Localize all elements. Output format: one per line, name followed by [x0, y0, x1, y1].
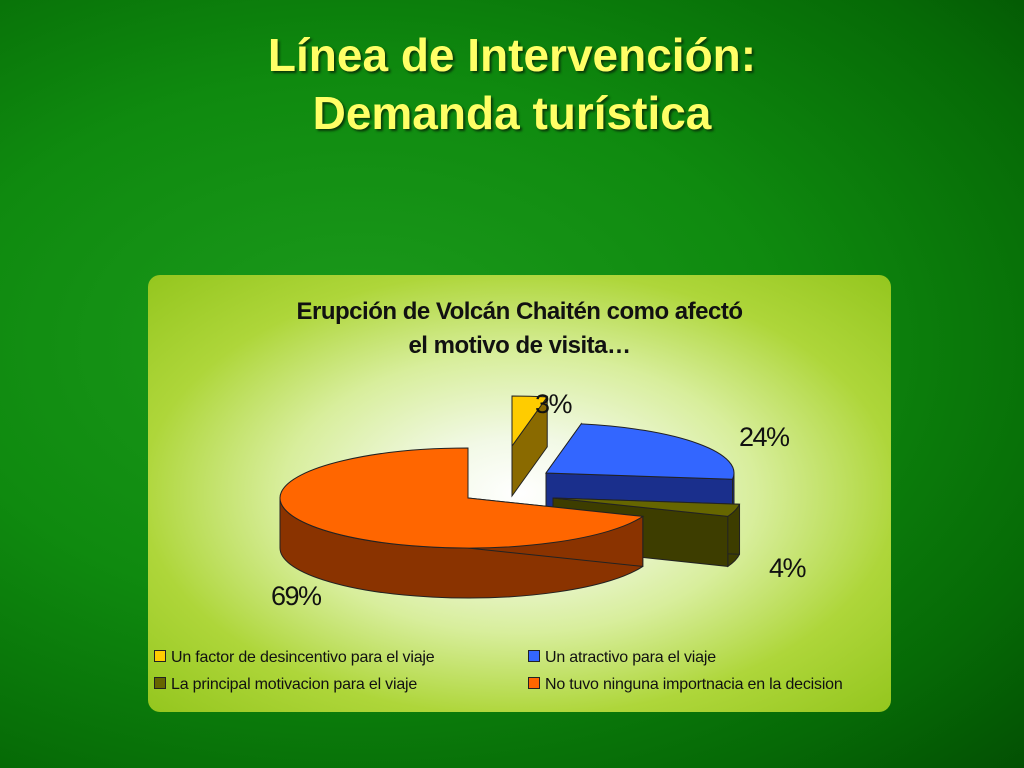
chart-title-line-1: Erupción de Volcán Chaitén como afectó — [296, 298, 743, 325]
legend-swatch — [528, 650, 540, 662]
legend-swatch — [528, 677, 540, 689]
pie-slice — [511, 395, 549, 498]
legend-label: No tuvo ninguna importnacia en la decisi… — [545, 676, 843, 693]
pie-chart: 3% 24% 4% 69% — [271, 389, 808, 611]
legend-item-motivacion: La principal motivacion para el viaje — [154, 675, 417, 695]
legend-item-ninguna: No tuvo ninguna importnacia en la decisi… — [528, 675, 843, 695]
chart-title-line-2: el motivo de visita… — [408, 332, 631, 359]
pie-slice-top — [511, 395, 549, 448]
legend-label: Un atractivo para el viaje — [545, 649, 716, 666]
legend-label: Un factor de desincentivo para el viaje — [171, 649, 435, 666]
pie-slice-top — [279, 447, 645, 549]
legend-label: La principal motivacion para el viaje — [171, 676, 418, 693]
legend-item-desincentivo: Un factor de desincentivo para el viaje — [154, 648, 435, 668]
pie-slice-top — [545, 423, 735, 480]
pie-data-label: 3% — [535, 389, 573, 419]
pie-slice — [279, 447, 645, 599]
pie-data-label: 4% — [769, 553, 807, 583]
legend-swatch — [154, 650, 166, 662]
slide-title-line-1: Línea de Intervención: — [267, 29, 757, 81]
slide-title-line-2: Demanda turística — [312, 87, 712, 139]
chart-title: Erupción de Volcán Chaitén como afectó e… — [148, 295, 891, 363]
chart-panel: Erupción de Volcán Chaitén como afectó e… — [148, 275, 891, 712]
pie-data-label: 24% — [739, 422, 790, 452]
pie-data-label: 69% — [271, 581, 322, 611]
slide-title: Línea de Intervención: Demanda turística — [0, 26, 1024, 142]
pie-slice-top — [552, 497, 741, 517]
legend-item-atractivo: Un atractivo para el viaje — [528, 648, 716, 668]
legend-swatch — [154, 677, 166, 689]
